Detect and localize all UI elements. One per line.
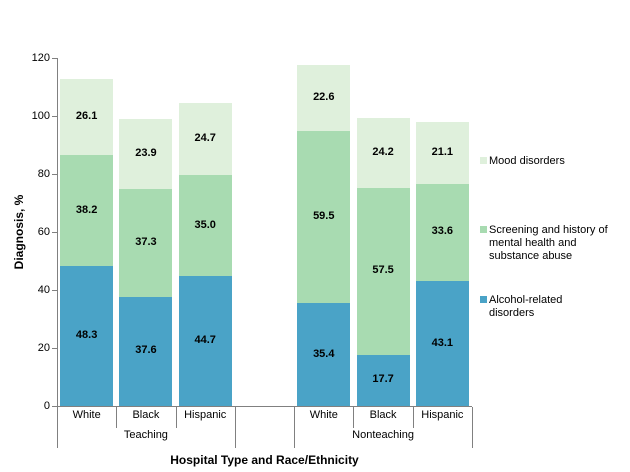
- bar-value-label: 57.5: [372, 264, 394, 277]
- y-tick-label: 100: [31, 110, 50, 122]
- bar-segment: [297, 65, 351, 131]
- bar-value-label: 43.1: [431, 336, 454, 349]
- bar-value-label: 21.1: [431, 145, 454, 158]
- x-category-label: White: [72, 409, 101, 421]
- x-group-tick: [234, 407, 236, 448]
- y-tick-label: 40: [37, 284, 50, 296]
- legend-label: Screening and history of mental health a…: [489, 224, 608, 262]
- bar-segment: [60, 155, 114, 266]
- bar-value-label: 26.1: [75, 110, 98, 123]
- y-tick-mark: [52, 290, 57, 291]
- legend-swatch: [480, 296, 487, 303]
- bar-segment: [178, 103, 232, 175]
- bar-segment: [119, 119, 173, 189]
- bar-value-label: 17.7: [372, 373, 394, 386]
- bar-value-label: 24.2: [372, 145, 394, 158]
- legend-label: Alcohol-related disorders: [489, 294, 563, 319]
- bar-segment: [297, 130, 351, 304]
- y-tick-mark: [52, 232, 57, 233]
- bar-segment: [356, 117, 410, 188]
- bar-value-label: 22.6: [313, 91, 335, 104]
- bar-value-label: 33.6: [431, 225, 454, 238]
- y-tick-mark: [52, 174, 57, 175]
- legend-label: Mood disorders: [489, 155, 565, 167]
- y-tick-label: 120: [31, 52, 50, 64]
- bar-segment: [297, 303, 351, 406]
- bar-segment: [119, 188, 173, 297]
- x-category-tick: [353, 407, 355, 428]
- bar-segment: [178, 174, 232, 277]
- x-axis-title: Hospital Type and Race/Ethnicity: [170, 453, 359, 467]
- x-group-tick: [57, 407, 58, 448]
- bar-segment: [60, 79, 114, 156]
- bar-value-label: 23.9: [135, 147, 157, 160]
- bar-value-label: 37.3: [135, 235, 157, 248]
- bar-segment: [415, 122, 469, 184]
- bar-segment: [178, 276, 232, 406]
- bar-segment: [119, 296, 173, 406]
- bar-value-label: 48.3: [75, 328, 98, 341]
- y-tick-label: 0: [43, 400, 50, 412]
- x-category-label: Hispanic: [421, 409, 464, 421]
- bar-segment: [356, 187, 410, 355]
- legend-swatch: [480, 157, 487, 164]
- x-group-label: Nonteaching: [352, 429, 414, 441]
- legend-swatch: [480, 226, 487, 233]
- x-group-tick: [294, 407, 296, 448]
- x-category-tick: [116, 407, 118, 428]
- bar-value-label: 35.4: [313, 347, 335, 360]
- y-axis-line: [57, 58, 58, 406]
- bar-segment: [356, 354, 410, 406]
- x-category-label: Black: [369, 409, 397, 421]
- bar-value-label: 38.2: [75, 203, 98, 216]
- x-category-tick: [175, 407, 177, 428]
- bar-value-label: 35.0: [194, 218, 216, 231]
- bar-segment: [415, 183, 469, 281]
- y-tick-mark: [52, 58, 57, 59]
- x-category-tick: [412, 407, 414, 428]
- bar-segment: [60, 265, 114, 406]
- y-tick-mark: [52, 348, 57, 349]
- y-tick-label: 80: [37, 168, 50, 180]
- bar-value-label: 24.7: [194, 132, 216, 145]
- bar-value-label: 44.7: [194, 334, 216, 347]
- bar-value-label: 37.6: [135, 344, 157, 357]
- y-tick-mark: [52, 116, 57, 117]
- y-tick-label: 60: [37, 226, 50, 238]
- x-category-label: White: [309, 409, 338, 421]
- y-axis-title: Diagnosis, %: [12, 194, 26, 270]
- x-category-label: Black: [132, 409, 160, 421]
- y-tick-label: 20: [37, 342, 50, 354]
- bar-value-label: 59.5: [313, 210, 335, 223]
- y-tick-mark: [52, 406, 57, 407]
- x-group-tick: [472, 407, 473, 448]
- bar-segment: [415, 281, 469, 406]
- x-group-label: Teaching: [123, 429, 168, 441]
- x-axis-line: [57, 406, 472, 407]
- x-category-label: Hispanic: [184, 409, 227, 421]
